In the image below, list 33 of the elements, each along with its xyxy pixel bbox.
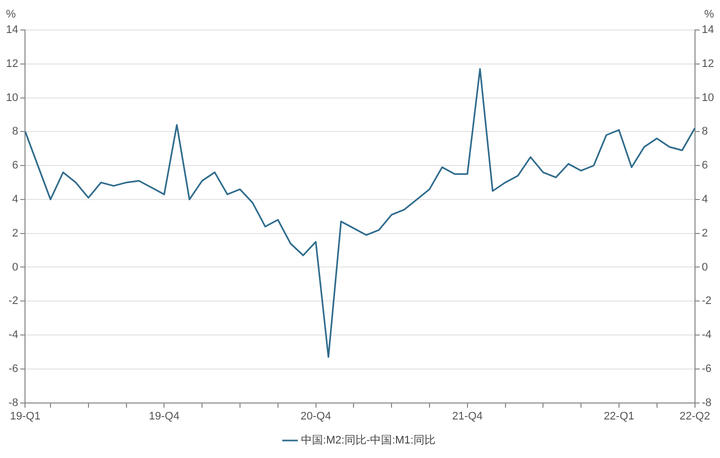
y2-tick-label: -2 (702, 295, 712, 308)
y-tick-label: 4 (12, 193, 18, 206)
y-tick-label: -2 (8, 295, 18, 308)
y-tick-label: 8 (12, 126, 18, 138)
y-tick-label: 14 (6, 24, 18, 36)
y2-tick-label: 0 (702, 261, 708, 274)
y-tick-label: 10 (6, 92, 18, 104)
y-tick-label: -4 (8, 329, 18, 342)
y2-tick-label: 8 (702, 126, 708, 138)
y-tick-label: 2 (12, 227, 18, 240)
y-tick-label: -6 (8, 362, 18, 375)
y2-tick-label: 4 (702, 193, 708, 206)
x-tick-label: 19-Q4 (148, 410, 180, 422)
y-tick-label: 0 (12, 261, 18, 274)
x-tick-label: 22-Q2 (679, 410, 710, 422)
x-tick-label: 22-Q1 (604, 410, 634, 422)
y2-tick-label: 14 (702, 24, 714, 36)
y2-tick-label: 6 (702, 160, 708, 172)
x-tick-label: 20-Q4 (300, 410, 332, 422)
y-axis-title: % (6, 8, 16, 21)
y-tick-label: 12 (6, 58, 18, 70)
y2-tick-label: 2 (702, 227, 708, 240)
y2-tick-label: 12 (702, 58, 714, 70)
y-tick-label: -8 (8, 396, 18, 409)
y2-tick-label: 10 (702, 92, 714, 104)
legend-label: 中国:M2:同比-中国:M1:同比 (301, 434, 436, 447)
y2-tick-label: -6 (702, 362, 712, 375)
x-tick-label: 21-Q4 (452, 410, 483, 422)
x-tick-label: 19-Q1 (10, 410, 41, 422)
y2-tick-label: -4 (702, 329, 712, 342)
y2-tick-label: -8 (702, 396, 712, 409)
y2-axis-title: % (704, 8, 714, 21)
y-tick-label: 6 (12, 160, 18, 172)
